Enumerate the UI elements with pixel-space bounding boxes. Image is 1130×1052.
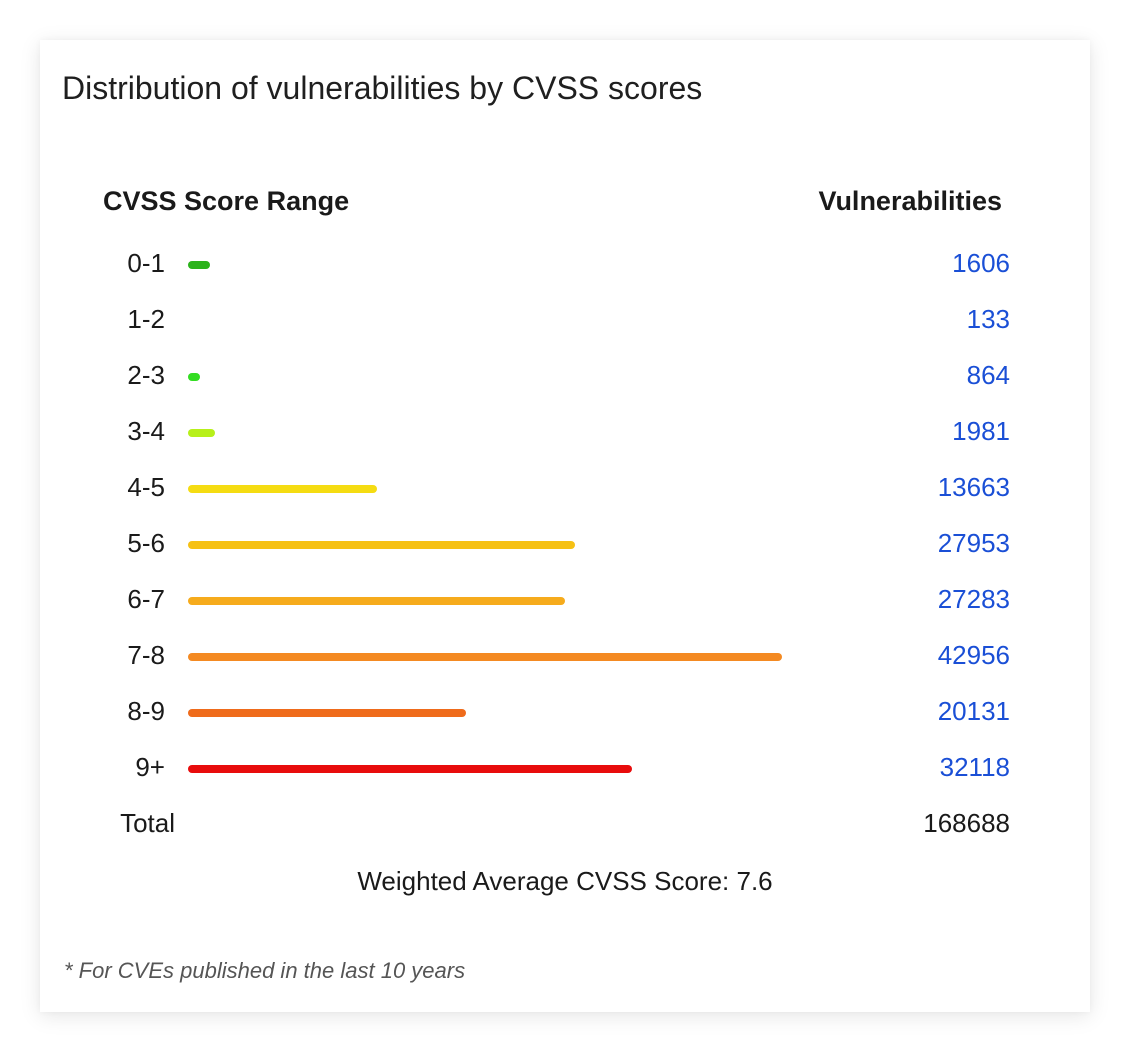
bar — [188, 653, 782, 661]
bar-row-1-2: 1-2 133 — [40, 292, 1090, 348]
bar-row-9plus: 9+ 32118 — [40, 740, 1090, 796]
category-label: 6-7 — [127, 584, 165, 614]
bar-track — [188, 485, 788, 493]
category-label: 4-5 — [127, 472, 165, 502]
bar — [188, 429, 216, 437]
bar — [188, 709, 467, 717]
bar-row-3-4: 3-4 1981 — [40, 404, 1090, 460]
category-label: 0-1 — [127, 248, 165, 278]
vulnerability-count-link[interactable]: 20131 — [937, 696, 1010, 726]
vulnerability-count-link[interactable]: 1606 — [952, 248, 1010, 278]
category-label: 2-3 — [127, 360, 165, 390]
vulnerability-count-link[interactable]: 864 — [966, 360, 1010, 390]
vulnerability-count-link[interactable]: 13663 — [937, 472, 1010, 502]
chart-title: Distribution of vulnerabilities by CVSS … — [62, 70, 703, 106]
bar — [188, 597, 566, 605]
category-label: 9+ — [135, 752, 165, 782]
bar-row-5-6: 5-6 27953 — [40, 516, 1090, 572]
category-label: 1-2 — [127, 304, 165, 334]
bar-track — [188, 373, 788, 381]
bar-track — [188, 709, 788, 717]
category-label: 3-4 — [127, 416, 165, 446]
bar-track — [188, 653, 788, 661]
bar — [188, 541, 575, 549]
cvss-distribution-card: Distribution of vulnerabilities by CVSS … — [40, 40, 1090, 1012]
weighted-average: Weighted Average CVSS Score: 7.6 — [357, 866, 773, 896]
bar-track — [188, 429, 788, 437]
category-label: 8-9 — [127, 696, 165, 726]
column-header-vulnerabilities: Vulnerabilities — [818, 186, 1002, 216]
category-label: 5-6 — [127, 528, 165, 558]
bar — [188, 485, 377, 493]
bar — [188, 373, 200, 381]
bar-track — [188, 541, 788, 549]
bar — [188, 261, 211, 269]
category-label: 7-8 — [127, 640, 165, 670]
bar-row-8-9: 8-9 20131 — [40, 684, 1090, 740]
bar-row-6-7: 6-7 27283 — [40, 572, 1090, 628]
bar-track — [188, 317, 788, 325]
bar-row-2-3: 2-3 864 — [40, 348, 1090, 404]
bar-row-0-1: 0-1 1606 — [40, 236, 1090, 292]
bar-track — [188, 597, 788, 605]
bar-row-7-8: 7-8 42956 — [40, 628, 1090, 684]
bar-track — [188, 261, 788, 269]
footnote: * For CVEs published in the last 10 year… — [64, 958, 466, 983]
column-header-range: CVSS Score Range — [103, 186, 350, 216]
total-label: Total — [120, 808, 175, 838]
bar — [188, 765, 633, 773]
vulnerability-count-link[interactable]: 1981 — [952, 416, 1010, 446]
vulnerability-count-link[interactable]: 27283 — [937, 584, 1010, 614]
vulnerability-count-link[interactable]: 42956 — [937, 640, 1010, 670]
vulnerability-count-link[interactable]: 32118 — [939, 752, 1010, 782]
bar-track — [188, 765, 788, 773]
vulnerability-count-link[interactable]: 27953 — [937, 528, 1010, 558]
bar-row-4-5: 4-5 13663 — [40, 460, 1090, 516]
total-value: 168688 — [923, 808, 1010, 838]
total-row: Total 168688 — [40, 796, 1090, 852]
vulnerability-count-link[interactable]: 133 — [966, 304, 1010, 334]
